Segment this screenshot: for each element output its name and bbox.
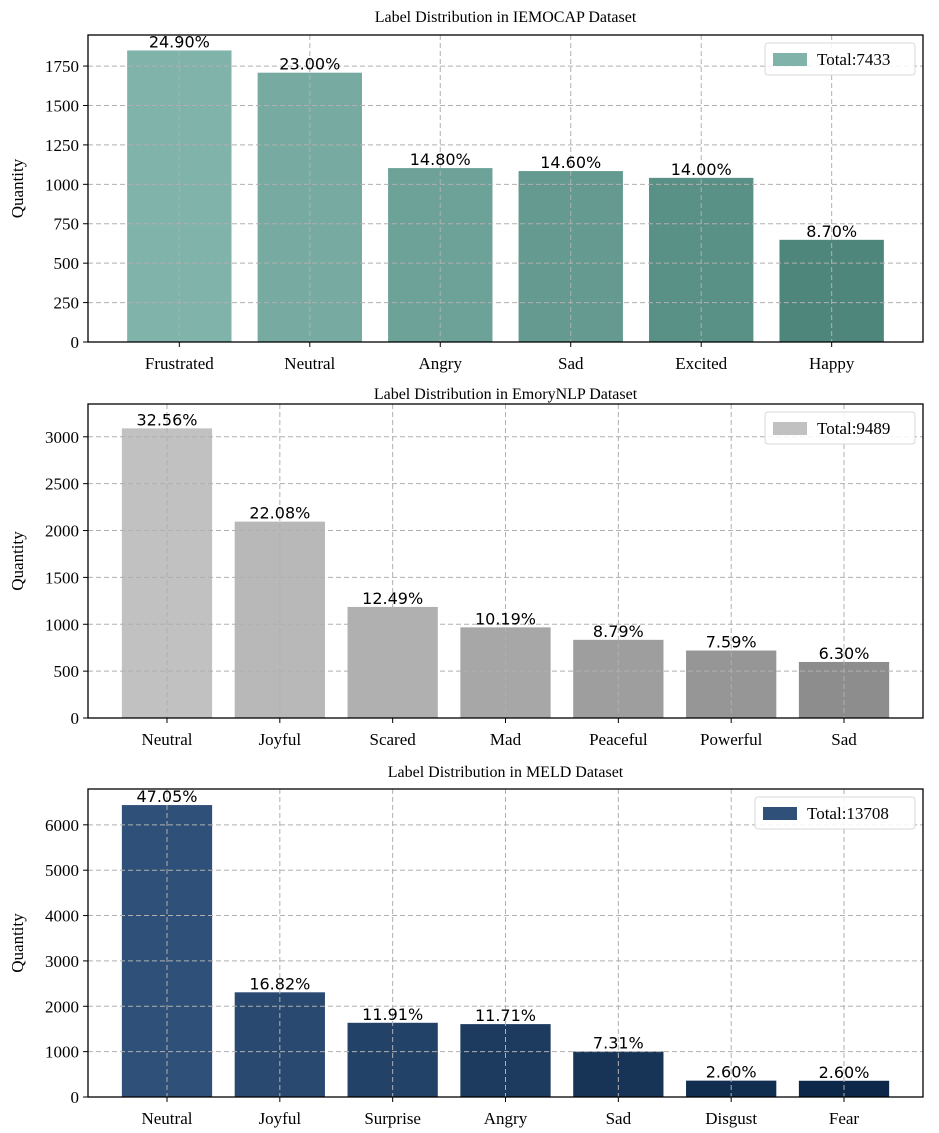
y-tick-label: 2000 — [45, 997, 79, 1016]
x-tick-label: Joyful — [259, 730, 302, 749]
y-tick-label: 1250 — [45, 136, 79, 155]
legend: Total:9489 — [764, 411, 916, 445]
y-tick-label: 4000 — [45, 907, 79, 926]
legend-box — [754, 796, 916, 830]
legend: Total:13708 — [754, 796, 916, 830]
legend-swatch — [773, 422, 807, 435]
y-axis-label: Quantity — [8, 531, 27, 591]
chart-title: Label Distribution in MELD Dataset — [388, 764, 624, 781]
y-tick-label: 2500 — [45, 475, 79, 494]
data-label: 7.31% — [593, 1034, 644, 1053]
legend-swatch — [763, 807, 797, 820]
data-label: 8.70% — [806, 222, 857, 241]
y-tick-label: 3000 — [45, 952, 79, 971]
x-tick-label: Neutral — [141, 1109, 192, 1128]
legend-box — [764, 411, 916, 445]
chart-1: Label Distribution in EmoryNLP Dataset 32… — [8, 386, 924, 749]
chart-title: Label Distribution in IEMOCAP Dataset — [375, 9, 637, 26]
legend-label: Total:13708 — [807, 804, 889, 823]
y-axis-label: Quantity — [8, 158, 27, 218]
data-label: 16.82% — [249, 974, 310, 993]
x-tick-label: Angry — [419, 354, 463, 373]
x-tick-label: Surprise — [364, 1109, 421, 1128]
x-tick-label: Peaceful — [589, 730, 648, 749]
y-tick-label: 0 — [71, 709, 80, 728]
y-tick-label: 1000 — [45, 1043, 79, 1062]
data-label: 14.00% — [671, 160, 732, 179]
data-label: 2.60% — [706, 1063, 757, 1082]
data-label: 22.08% — [249, 504, 310, 523]
data-label: 6.30% — [819, 644, 870, 663]
x-tick-label: Joyful — [259, 1109, 302, 1128]
legend-label: Total:9489 — [817, 419, 890, 438]
legend-swatch — [773, 53, 807, 66]
data-label: 11.71% — [475, 1006, 536, 1025]
data-label: 12.49% — [362, 589, 423, 608]
x-tick-label: Neutral — [141, 730, 192, 749]
data-label: 23.00% — [279, 55, 340, 74]
x-tick-label: Sad — [558, 354, 584, 373]
y-tick-label: 0 — [71, 1088, 80, 1107]
y-tick-label: 5000 — [45, 861, 79, 880]
y-tick-label: 750 — [54, 215, 80, 234]
y-tick-label: 3000 — [45, 428, 79, 447]
chart-2: Label Distribution in MELD Dataset 47.05%… — [8, 764, 924, 1128]
y-tick-label: 500 — [54, 662, 80, 681]
legend: Total:7433 — [764, 42, 916, 76]
data-label: 7.59% — [706, 633, 757, 652]
data-label: 14.80% — [410, 150, 471, 169]
y-tick-label: 6000 — [45, 816, 79, 835]
x-tick-label: Sad — [606, 1109, 632, 1128]
data-label: 14.60% — [540, 153, 601, 172]
x-tick-label: Scared — [370, 730, 417, 749]
x-tick-label: Excited — [675, 354, 727, 373]
y-tick-label: 500 — [54, 254, 80, 273]
data-label: 11.91% — [362, 1005, 423, 1024]
x-tick-label: Mad — [490, 730, 522, 749]
x-tick-label: Happy — [809, 354, 855, 373]
bar-surprise — [347, 1022, 438, 1097]
x-tick-label: Neutral — [284, 354, 335, 373]
data-label: 10.19% — [475, 609, 536, 628]
y-tick-label: 1000 — [45, 175, 79, 194]
y-tick-label: 1500 — [45, 568, 79, 587]
x-tick-label: Powerful — [700, 730, 763, 749]
legend-box — [764, 42, 916, 76]
data-label: 24.90% — [149, 32, 210, 51]
data-label: 8.79% — [593, 622, 644, 641]
y-axis-label: Quantity — [8, 913, 27, 973]
bar-angry — [460, 1024, 551, 1097]
y-tick-label: 0 — [71, 333, 80, 352]
x-tick-label: Disgust — [705, 1109, 757, 1128]
chart-0: Label Distribution in IEMOCAP Dataset 24.… — [8, 9, 924, 373]
axes-frame — [87, 34, 924, 343]
x-tick-label: Frustrated — [145, 354, 214, 373]
x-tick-label: Fear — [829, 1109, 860, 1128]
y-tick-label: 1000 — [45, 615, 79, 634]
x-tick-label: Angry — [484, 1109, 528, 1128]
y-tick-label: 250 — [54, 294, 80, 313]
y-tick-label: 1500 — [45, 96, 79, 115]
data-label: 32.56% — [136, 410, 197, 429]
legend-label: Total:7433 — [817, 50, 890, 69]
y-tick-label: 1750 — [45, 57, 79, 76]
x-tick-label: Sad — [831, 730, 857, 749]
data-label: 2.60% — [819, 1063, 870, 1082]
bar-sad — [573, 1051, 664, 1097]
y-tick-label: 2000 — [45, 522, 79, 541]
chart-title: Label Distribution in EmoryNLP Dataset — [374, 386, 638, 403]
data-label: 47.05% — [136, 787, 197, 806]
